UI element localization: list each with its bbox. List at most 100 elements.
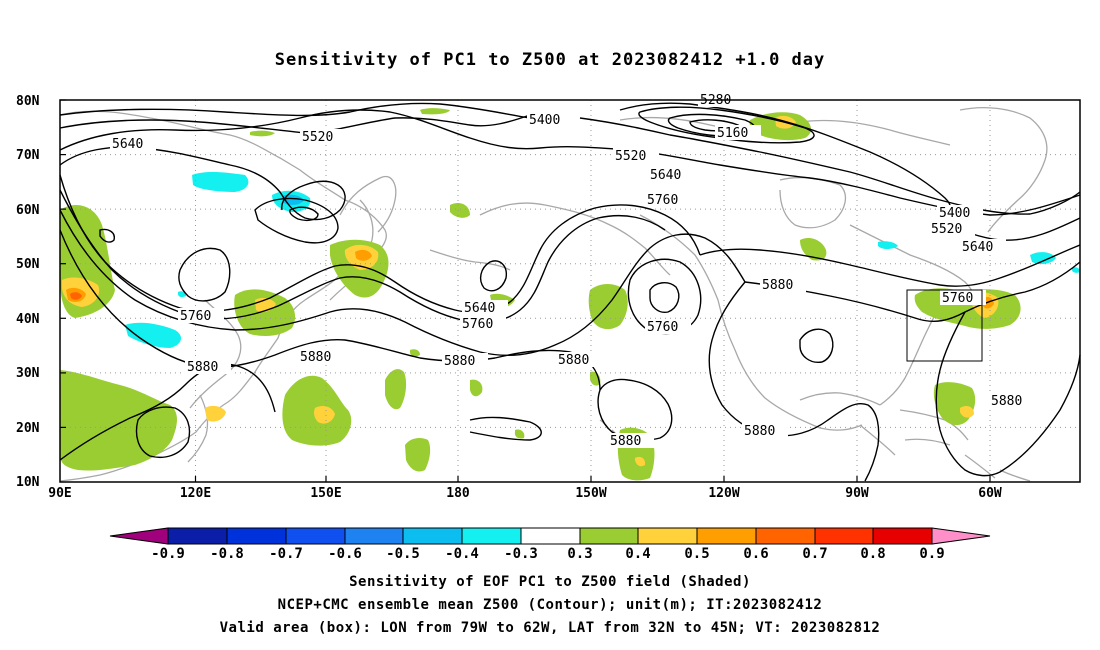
colorbar-bin bbox=[755, 527, 816, 545]
lat-label: 40N bbox=[16, 312, 40, 327]
colorbar-tick-label: -0.8 bbox=[210, 546, 244, 562]
colorbar-bin bbox=[579, 527, 639, 545]
contour-line bbox=[59, 102, 531, 119]
contour-label: 5760 bbox=[647, 193, 678, 208]
contour-label: 5760 bbox=[462, 317, 493, 332]
colorbar-bin bbox=[872, 527, 933, 545]
lon-label: 90W bbox=[845, 486, 869, 501]
lon-label: 180 bbox=[446, 486, 470, 501]
colorbar-bin bbox=[167, 527, 228, 545]
contour-line bbox=[59, 109, 1081, 216]
contour-line bbox=[479, 260, 507, 292]
contour-line bbox=[799, 328, 834, 363]
caption-shading: Sensitivity of EOF PC1 to Z500 field (Sh… bbox=[349, 574, 751, 590]
colorbar-tick-label: 0.3 bbox=[567, 546, 592, 562]
chart-title: Sensitivity of PC1 to Z500 at 2023082412… bbox=[274, 50, 826, 70]
colorbar-tick-label: 0.7 bbox=[802, 546, 827, 562]
shade-patch bbox=[205, 405, 226, 422]
contour-line bbox=[289, 206, 319, 222]
shade-patch bbox=[470, 379, 483, 397]
lon-label: 60W bbox=[978, 486, 1002, 501]
map-frame-bg bbox=[60, 100, 1080, 482]
contour-label: 5520 bbox=[302, 130, 333, 145]
lat-label: 10N bbox=[16, 475, 40, 490]
coastline-alaska bbox=[479, 202, 671, 276]
lat-label: 80N bbox=[16, 94, 40, 109]
colorbar-tick-label: 0.4 bbox=[625, 546, 650, 562]
coastline-philippines bbox=[187, 394, 209, 463]
contour-label: 5640 bbox=[962, 240, 993, 255]
contour-line bbox=[99, 228, 115, 243]
colorbar-tick-label: -0.4 bbox=[445, 546, 479, 562]
shade-patch bbox=[355, 249, 372, 261]
shade-patch bbox=[410, 349, 420, 357]
coastline-kamchatka bbox=[339, 175, 397, 233]
contour-line bbox=[135, 406, 191, 459]
contour-line bbox=[59, 363, 276, 461]
colorbar-tick-label: 0.9 bbox=[919, 546, 944, 562]
shade-patch bbox=[70, 292, 82, 300]
colorbar-tick-label: 0.8 bbox=[860, 546, 885, 562]
colorbar-bin bbox=[520, 527, 581, 545]
caption-contour: NCEP+CMC ensemble mean Z500 (Contour); u… bbox=[277, 597, 823, 613]
lon-label: 150E bbox=[310, 486, 341, 501]
contour-line bbox=[638, 106, 815, 144]
colorbar-bin bbox=[637, 527, 698, 545]
colorbar-bin bbox=[402, 527, 463, 545]
longitude-labels: 90E 120E 150E 180 150W 120W 90W 60W bbox=[48, 486, 1002, 501]
coastline-aleutians bbox=[429, 249, 511, 271]
contour-line bbox=[597, 378, 673, 441]
shade-patch bbox=[800, 238, 827, 261]
contour-label: 5880 bbox=[187, 360, 218, 375]
lat-label: 20N bbox=[16, 421, 40, 436]
lat-label: 30N bbox=[16, 366, 40, 381]
contour-line bbox=[699, 244, 1081, 287]
shade-patch bbox=[178, 291, 186, 298]
colorbar-right-arrow bbox=[931, 527, 991, 545]
colorbar-tick-label: -0.7 bbox=[269, 546, 303, 562]
shade-patch bbox=[60, 370, 177, 471]
contour-line bbox=[469, 416, 542, 441]
latitude-labels: 80N 70N 60N 50N 40N 30N 20N 10N bbox=[16, 94, 40, 490]
shade-patch bbox=[234, 289, 296, 336]
shade-patch bbox=[960, 406, 974, 418]
contour-label: 5880 bbox=[610, 434, 641, 449]
shade-patch bbox=[1030, 252, 1056, 265]
lon-label: 120W bbox=[708, 486, 739, 501]
lat-label: 70N bbox=[16, 148, 40, 163]
axis-ticks bbox=[60, 99, 991, 482]
lon-label: 120E bbox=[180, 486, 211, 501]
contour-label: 5520 bbox=[615, 149, 646, 164]
colorbar-tick-label: 0.6 bbox=[743, 546, 768, 562]
contour-label: 5640 bbox=[650, 168, 681, 183]
colorbar-tick-label: 0.5 bbox=[684, 546, 709, 562]
colorbar-bin bbox=[285, 527, 346, 545]
colorbar-bin bbox=[344, 527, 404, 545]
shade-patch bbox=[405, 437, 431, 472]
colorbar-bin bbox=[814, 527, 874, 545]
coastline-north-america-west bbox=[639, 214, 863, 431]
shade-patch bbox=[314, 406, 335, 424]
shade-patch bbox=[385, 369, 407, 410]
contour-line bbox=[619, 102, 952, 216]
contour-line bbox=[178, 247, 231, 302]
map-frame bbox=[59, 99, 1081, 483]
contour-line bbox=[254, 197, 339, 244]
shade-patch bbox=[125, 322, 182, 348]
shade-patch bbox=[250, 130, 275, 137]
shade-patch bbox=[192, 171, 249, 192]
contour-label: 5160 bbox=[717, 126, 748, 141]
colorbar-tick-label: -0.9 bbox=[151, 546, 185, 562]
shade-patch bbox=[878, 241, 898, 249]
contour-label: 5880 bbox=[300, 350, 331, 365]
contour-label: 5880 bbox=[744, 424, 775, 439]
shade-0.6-0.7 bbox=[70, 292, 82, 300]
colorbar-bin bbox=[696, 527, 757, 545]
shade-patch bbox=[514, 429, 525, 439]
contour-line bbox=[59, 229, 601, 391]
contour-label: 5400 bbox=[939, 206, 970, 221]
contour-label: 5880 bbox=[558, 353, 589, 368]
contour-label: 5760 bbox=[942, 291, 973, 306]
lat-label: 60N bbox=[16, 203, 40, 218]
contour-label: 5880 bbox=[762, 278, 793, 293]
